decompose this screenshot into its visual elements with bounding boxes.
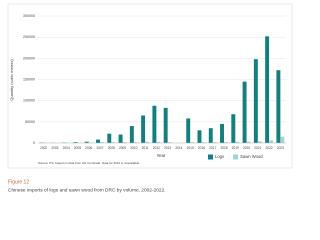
bar bbox=[141, 115, 146, 143]
bar bbox=[167, 142, 172, 143]
y-tick-label: 300000 bbox=[23, 14, 35, 18]
bar bbox=[190, 142, 195, 143]
bar bbox=[100, 142, 104, 143]
figure-label: Figure 12 bbox=[8, 179, 29, 185]
bar bbox=[257, 141, 262, 143]
bar bbox=[224, 142, 228, 143]
x-tick-label: 2013 bbox=[164, 146, 171, 150]
bar bbox=[269, 140, 274, 143]
bar bbox=[208, 128, 213, 143]
chart: Quantity (cubic meters) Year Source: ITA… bbox=[7, 3, 293, 193]
figure-caption: Chinese imports of logs and sawn wood fr… bbox=[8, 187, 166, 193]
y-tick-label: 150000 bbox=[23, 77, 35, 81]
page: {"chart_data": {"type": "bar", "y_label"… bbox=[7, 3, 293, 194]
bar bbox=[197, 130, 202, 143]
bar bbox=[84, 141, 89, 143]
bar bbox=[242, 81, 247, 143]
bar bbox=[107, 133, 112, 143]
y-tick-label: 50000 bbox=[25, 120, 35, 124]
bar bbox=[122, 142, 127, 143]
x-tick-label: 2011 bbox=[142, 146, 149, 150]
bar bbox=[186, 118, 191, 143]
x-tick-label: 2006 bbox=[85, 146, 92, 150]
bar bbox=[152, 105, 157, 143]
bar bbox=[212, 142, 217, 143]
bar bbox=[220, 123, 224, 143]
bar bbox=[133, 142, 138, 143]
chart-frame bbox=[7, 3, 293, 169]
x-tick-label: 2002 bbox=[40, 146, 47, 150]
x-tick-label: 2018 bbox=[220, 146, 227, 150]
x-tick-label: 2019 bbox=[232, 146, 239, 150]
bar bbox=[201, 142, 206, 143]
bar bbox=[73, 142, 78, 143]
bar bbox=[253, 59, 258, 143]
x-tick-label: 2008 bbox=[108, 146, 115, 150]
y-tick-label: 250000 bbox=[23, 35, 35, 39]
legend-swatch bbox=[233, 154, 239, 160]
x-tick-label: 2022 bbox=[266, 146, 273, 150]
legend-label: Logs bbox=[215, 154, 224, 159]
x-tick-label: 2016 bbox=[198, 146, 205, 150]
bar bbox=[96, 139, 100, 143]
bar bbox=[265, 36, 270, 143]
x-tick-label: 2015 bbox=[187, 146, 194, 150]
x-tick-label: 2014 bbox=[175, 146, 182, 150]
x-tick-label: 2005 bbox=[74, 146, 81, 150]
legend-swatch bbox=[208, 154, 213, 160]
x-tick-label: 2021 bbox=[254, 146, 261, 150]
y-axis-label: Quantity (cubic meters) bbox=[9, 59, 14, 101]
bar bbox=[118, 134, 123, 143]
bar bbox=[145, 141, 150, 143]
x-axis-label: Year bbox=[156, 153, 166, 158]
bar bbox=[280, 136, 285, 143]
legend-label: Sawn Wood bbox=[240, 154, 263, 159]
x-tick-label: 2009 bbox=[119, 146, 126, 150]
x-tick-label: 2020 bbox=[243, 146, 250, 150]
x-tick-label: 2023 bbox=[277, 146, 284, 150]
bar bbox=[111, 142, 116, 143]
y-tick-label: 100000 bbox=[23, 99, 35, 103]
x-tick-label: 2017 bbox=[209, 146, 216, 150]
x-tick-label: 2004 bbox=[63, 146, 70, 150]
bar bbox=[235, 141, 240, 143]
y-tick-label: 200000 bbox=[23, 56, 35, 60]
bar bbox=[163, 107, 168, 143]
x-tick-label: 2003 bbox=[51, 146, 58, 150]
x-tick-label: 2010 bbox=[130, 146, 137, 150]
bar bbox=[156, 141, 161, 143]
bar bbox=[129, 126, 134, 143]
bar bbox=[231, 114, 236, 143]
x-tick-label: 2007 bbox=[96, 146, 103, 150]
source-note: Source: ITA, based on data from UN Comtr… bbox=[38, 161, 140, 165]
bar bbox=[276, 70, 281, 143]
bar bbox=[246, 141, 251, 143]
x-tick-label: 2012 bbox=[153, 146, 160, 150]
y-tick-label: 0 bbox=[33, 141, 35, 145]
